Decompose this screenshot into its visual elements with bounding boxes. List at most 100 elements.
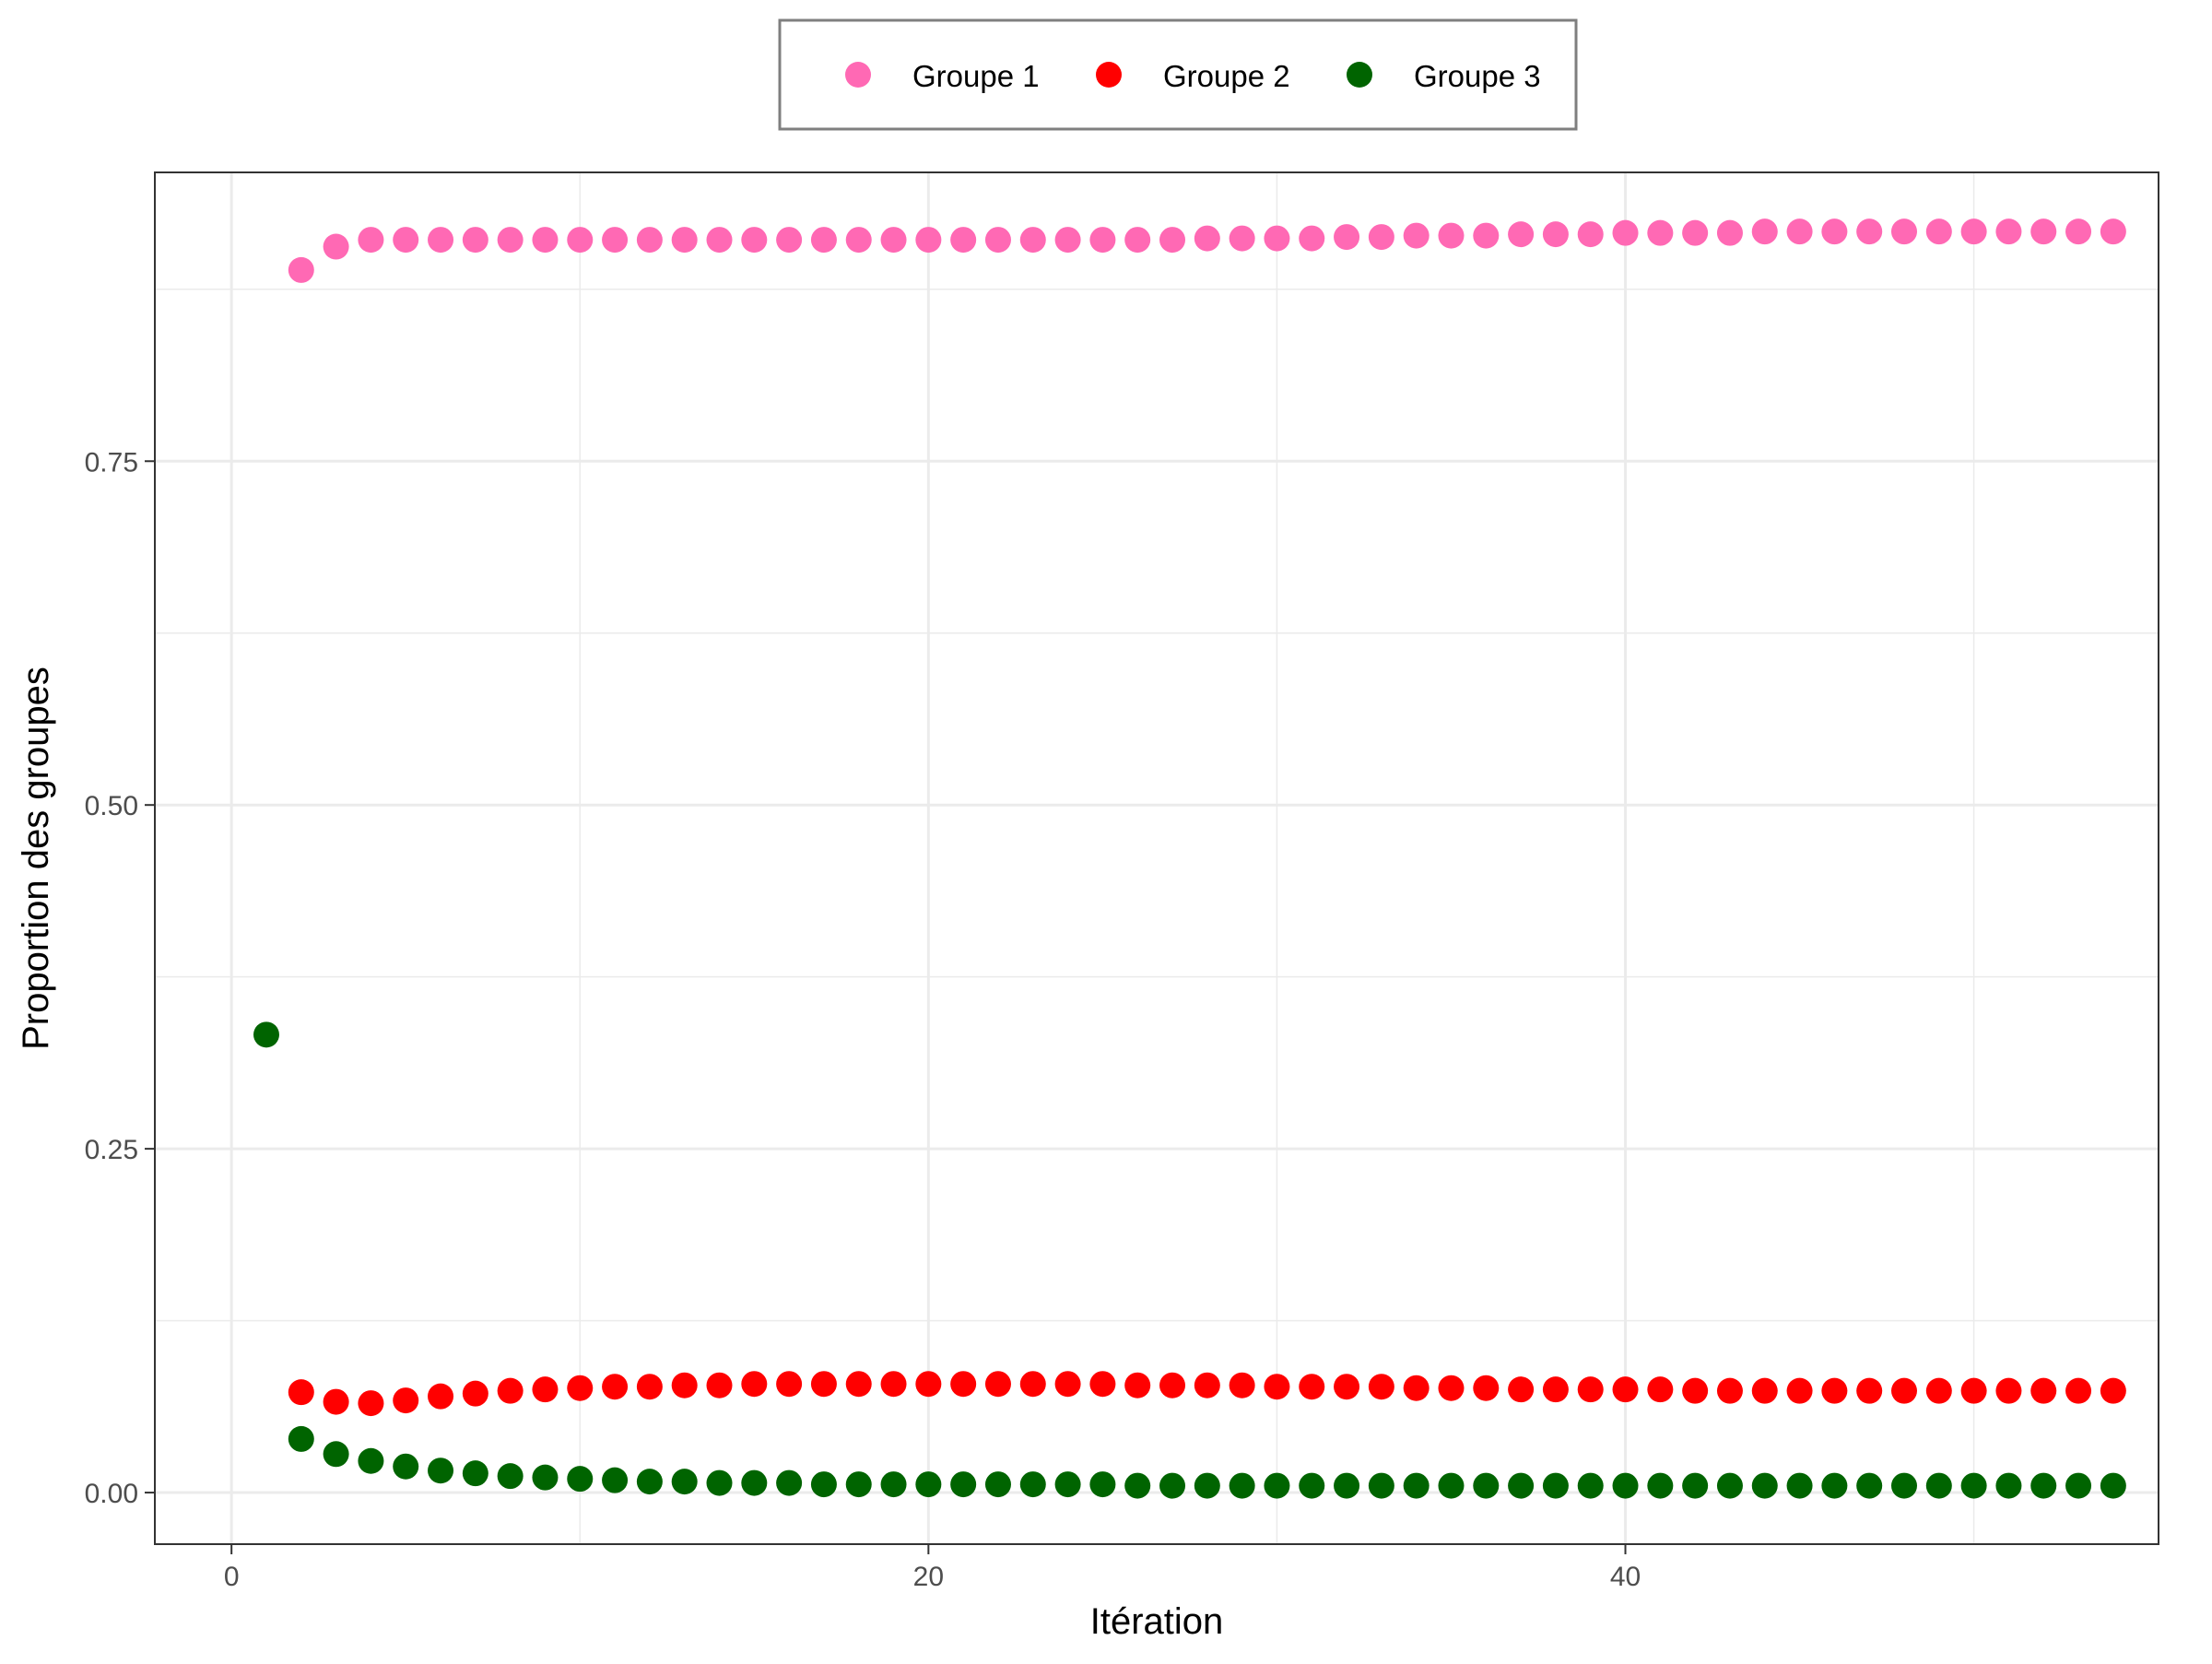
data-point [497,1377,524,1404]
data-point [1508,221,1535,248]
data-point [2030,218,2057,245]
data-point [1054,1471,1081,1498]
data-point [1089,227,1116,254]
data-point [880,1471,907,1498]
data-point [1089,1471,1116,1498]
data-point [1054,1371,1081,1398]
data-point [532,1464,559,1491]
data-point [358,1390,384,1417]
data-point [1264,1374,1290,1400]
data-point [358,227,384,254]
data-point [1542,221,1569,248]
legend-key-groupe-1 [845,62,871,88]
data-point [1089,1371,1116,1398]
data-point [1229,1372,1255,1398]
data-point [2100,1377,2126,1404]
data-point [1508,1376,1535,1403]
data-point [1925,1472,1952,1499]
data-point [776,1371,803,1398]
data-point [1438,1375,1465,1401]
data-point [1682,1472,1709,1499]
data-point [1716,219,1743,246]
data-point [602,227,629,254]
data-point [1542,1472,1569,1499]
data-point [1960,1377,1987,1404]
data-point [1682,219,1709,246]
data-point [1647,219,1674,246]
data-point [567,1466,594,1493]
data-point [288,256,314,283]
data-point [1856,1377,1883,1404]
data-point [1995,218,2022,245]
data-point [1716,1377,1743,1404]
data-point [532,227,559,254]
data-point [1890,218,1917,245]
data-point [741,1469,768,1496]
data-point [2065,1377,2092,1404]
data-point [810,1371,837,1398]
data-point [880,227,907,254]
data-point [1542,1376,1569,1403]
data-point [1438,1472,1465,1499]
data-point [567,1375,594,1401]
data-point [1577,221,1604,248]
data-point [1334,224,1360,251]
legend-label-groupe-3: Groupe 3 [1414,59,1541,93]
data-point [497,1463,524,1490]
data-point [950,227,977,254]
data-point [1194,1472,1220,1499]
data-point [1716,1472,1743,1499]
data-point [1995,1472,2022,1499]
y-tick-label: 0.25 [85,1135,138,1165]
data-point [845,1471,872,1498]
data-point [2030,1377,2057,1404]
data-point [358,1447,384,1474]
data-point [1473,222,1500,249]
legend-label-groupe-1: Groupe 1 [912,59,1040,93]
data-point [462,1380,488,1407]
data-point [1299,1472,1325,1499]
panel-border [154,171,2159,1545]
data-point [1856,218,1883,245]
grid [155,172,2159,1544]
data-point [1368,1472,1394,1499]
data-point [1473,1375,1500,1401]
data-point [1334,1472,1360,1499]
data-point [1647,1376,1674,1403]
data-point [1821,1472,1848,1499]
data-point [706,227,733,254]
data-point [1925,1377,1952,1404]
data-point [1019,227,1046,254]
data-point [776,1469,803,1496]
data-point [462,227,488,254]
legend-key-groupe-2 [1096,62,1122,88]
series-groupe-1 [288,218,2126,283]
data-point [950,1471,977,1498]
series-groupe-3 [253,1021,2126,1499]
data-point [1124,1472,1151,1499]
data-point [1508,1472,1535,1499]
data-point [393,1387,419,1414]
data-point [1995,1377,2022,1404]
data-point [497,227,524,254]
data-point [1019,1371,1046,1398]
data-point [845,227,872,254]
data-point [1194,1372,1220,1398]
legend-label-groupe-2: Groupe 2 [1163,59,1290,93]
data-point [1960,218,1987,245]
data-point [532,1376,559,1403]
y-tick-label: 0.75 [85,447,138,478]
data-point [393,227,419,254]
data-point [706,1469,733,1496]
data-point [1368,1374,1394,1400]
data-point [1229,225,1255,252]
data-point [323,1441,349,1468]
data-points [253,218,2126,1499]
data-point [2100,1472,2126,1499]
data-point [1577,1376,1604,1403]
data-point [1264,225,1290,252]
data-point [1577,1472,1604,1499]
data-point [1751,1377,1778,1404]
data-point [1299,1374,1325,1400]
